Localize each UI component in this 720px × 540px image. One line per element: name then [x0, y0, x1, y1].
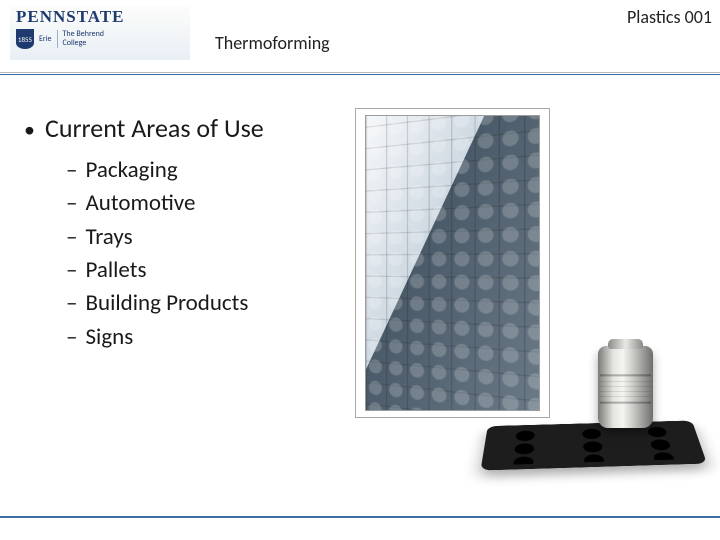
slide-header: PENNSTATE 1855 Erie The Behrend College …: [0, 0, 720, 72]
logo-college-text: The Behrend College: [57, 30, 105, 48]
list-item: –Pallets: [66, 254, 354, 287]
list-item: –Building Products: [66, 287, 354, 320]
dash-icon: –: [66, 221, 77, 254]
dash-icon: –: [66, 321, 77, 354]
slide-title: Thermoforming: [215, 32, 330, 54]
sub-item-text: Signs: [85, 321, 133, 354]
pallet-photo: [480, 340, 705, 490]
logo-erie-text: Erie: [39, 35, 52, 44]
header-divider: [0, 72, 720, 75]
plastic-pallet: [481, 420, 707, 470]
logo-sub-row: 1855 Erie The Behrend College: [16, 29, 104, 49]
metal-keg: [598, 346, 653, 428]
main-bullet-text: Current Areas of Use: [45, 112, 264, 144]
pennstate-logo: PENNSTATE 1855 Erie The Behrend College: [10, 5, 190, 60]
footer-divider: [0, 516, 720, 518]
content-area: • Current Areas of Use –Packaging –Autom…: [24, 112, 354, 354]
list-item: –Automotive: [66, 187, 354, 220]
logo-main-text: PENNSTATE: [16, 7, 125, 27]
list-item: –Trays: [66, 221, 354, 254]
dash-icon: –: [66, 287, 77, 320]
bullet-dot-icon: •: [24, 116, 35, 143]
course-label: Plastics 001: [627, 6, 712, 28]
sub-item-text: Building Products: [85, 287, 248, 320]
main-bullet: • Current Areas of Use: [24, 112, 354, 144]
shield-icon: 1855: [16, 29, 34, 49]
dash-icon: –: [66, 254, 77, 287]
dash-icon: –: [66, 154, 77, 187]
dash-icon: –: [66, 187, 77, 220]
sub-item-text: Automotive: [85, 187, 195, 220]
list-item: –Signs: [66, 321, 354, 354]
image-area: [365, 115, 705, 485]
list-item: –Packaging: [66, 154, 354, 187]
sub-item-text: Pallets: [85, 254, 146, 287]
sub-item-text: Trays: [85, 221, 132, 254]
sub-item-text: Packaging: [85, 154, 177, 187]
sub-bullet-list: –Packaging –Automotive –Trays –Pallets –…: [66, 154, 354, 354]
